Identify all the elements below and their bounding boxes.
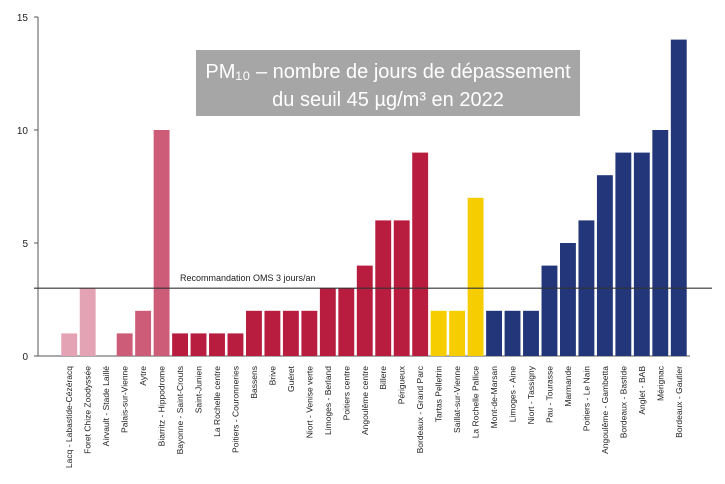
bar xyxy=(282,310,299,356)
bar xyxy=(504,310,521,356)
x-tick-label: Pau - Tourasse xyxy=(544,366,554,423)
bar xyxy=(615,152,632,356)
x-tick-label: Mont-de-Marsan xyxy=(489,366,499,429)
bar xyxy=(541,265,558,356)
x-tick-label: Biarritz - Hippodrome xyxy=(157,366,167,447)
x-tick-label: Palais-sur-Vienne xyxy=(120,366,130,433)
x-tick-label: Poitiers - Couronneries xyxy=(230,366,240,453)
bar xyxy=(301,310,318,356)
x-tick-label: Billere xyxy=(378,366,388,390)
x-tick-label: Bassens xyxy=(249,366,259,399)
x-tick-label: Airvault - Stade Laillé xyxy=(101,366,111,447)
bar xyxy=(523,310,539,356)
bar xyxy=(338,288,355,356)
bar xyxy=(467,197,484,356)
bar xyxy=(227,333,244,356)
bar xyxy=(116,333,133,356)
x-tick-label: Limoges - Aine xyxy=(508,366,518,422)
bar xyxy=(209,333,225,356)
x-tick-label: Niort - Tassigny xyxy=(526,365,536,424)
chart-title: du seuil 45 µg/m³ en 2022 xyxy=(272,89,504,111)
reference-label: Recommandation OMS 3 jours/an xyxy=(180,273,316,283)
x-tick-label: Tartas Pelletrin xyxy=(434,366,444,422)
x-tick-label: Anglet - BAB xyxy=(637,366,647,415)
bar xyxy=(61,333,78,356)
y-tick-label: 10 xyxy=(17,126,29,137)
x-tick-label: Bordeaux - Gautier xyxy=(674,366,684,438)
x-tick-label: Marmande xyxy=(563,366,573,407)
bar xyxy=(264,310,281,356)
bar xyxy=(559,243,576,356)
y-tick-label: 5 xyxy=(22,239,28,250)
chart-title: PM₁₀ – nombre de jours de dépassement xyxy=(205,61,571,83)
bar xyxy=(633,152,650,356)
y-tick-label: 0 xyxy=(22,352,28,363)
x-tick-label: Aytre xyxy=(138,366,148,386)
x-tick-label: Niort - Venise verte xyxy=(304,366,314,439)
bar xyxy=(135,310,152,356)
x-tick-label: Lacq - Labastide-Cézéracq xyxy=(64,366,74,468)
bar xyxy=(190,333,207,356)
bar xyxy=(412,152,429,356)
title-box xyxy=(196,50,580,116)
x-tick-label: Mérignac xyxy=(655,365,665,401)
x-tick-label: Limoges - Berland xyxy=(323,366,333,435)
x-tick-label: Saint-Junien xyxy=(194,366,204,414)
x-tick-label: Guéret xyxy=(286,365,296,392)
bar xyxy=(596,175,613,356)
bar xyxy=(245,310,262,356)
bar xyxy=(670,39,687,356)
bar xyxy=(153,130,170,356)
x-tick-label: Angoulême centre xyxy=(360,366,370,435)
bar xyxy=(449,310,466,356)
bar xyxy=(430,310,447,356)
x-tick-label: Bordeaux - Grand Parc xyxy=(415,365,425,453)
x-tick-label: Saillat-sur-Vienne xyxy=(452,366,462,433)
x-tick-label: Poitiers centre xyxy=(341,366,351,421)
y-tick-label: 15 xyxy=(17,13,29,24)
bar xyxy=(79,288,96,356)
x-tick-label: Angoulême - Gambetta xyxy=(600,366,610,454)
x-tick-label: Foret Chize Zoodyssée xyxy=(83,366,93,454)
x-tick-label: Bordeaux - Bastide xyxy=(618,366,628,439)
bar xyxy=(652,130,669,356)
x-tick-label: Brive xyxy=(267,366,277,386)
x-tick-label: La Rochelle centre xyxy=(212,366,222,437)
bar xyxy=(356,265,373,356)
bar xyxy=(486,310,503,356)
x-tick-label: Bayonne - Saint-Crouts xyxy=(175,366,185,454)
x-tick-label: Périgueux xyxy=(397,365,407,404)
bar xyxy=(319,288,336,356)
bar xyxy=(172,333,189,356)
x-tick-label: Poitiers - Le Nain xyxy=(581,366,591,431)
x-tick-label: La Rochelle Pallice xyxy=(471,366,481,439)
